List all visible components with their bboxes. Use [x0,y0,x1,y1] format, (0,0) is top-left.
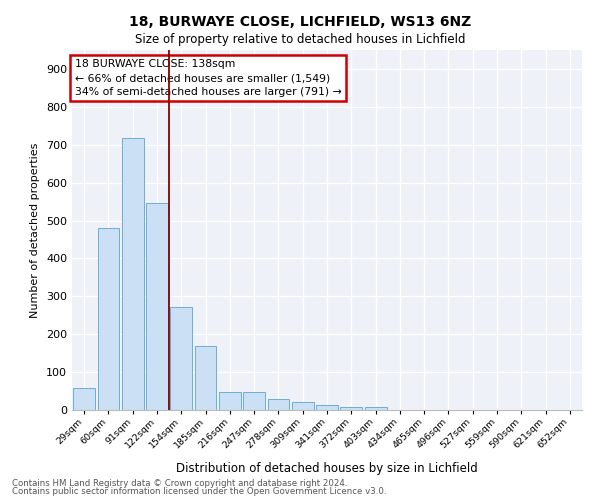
Bar [243,392,265,410]
Text: Size of property relative to detached houses in Lichfield: Size of property relative to detached ho… [135,32,465,46]
Text: 18, BURWAYE CLOSE, LICHFIELD, WS13 6NZ: 18, BURWAYE CLOSE, LICHFIELD, WS13 6NZ [129,15,471,29]
Bar [73,388,95,410]
Bar [97,228,119,410]
Bar [316,404,338,410]
Bar [365,407,386,410]
Text: Contains public sector information licensed under the Open Government Licence v3: Contains public sector information licen… [12,488,386,496]
Text: Contains HM Land Registry data © Crown copyright and database right 2024.: Contains HM Land Registry data © Crown c… [12,478,347,488]
Bar [122,138,143,410]
Y-axis label: Number of detached properties: Number of detached properties [31,142,40,318]
Bar [219,392,241,410]
Bar [268,398,289,410]
X-axis label: Distribution of detached houses by size in Lichfield: Distribution of detached houses by size … [176,462,478,474]
Text: 18 BURWAYE CLOSE: 138sqm
← 66% of detached houses are smaller (1,549)
34% of sem: 18 BURWAYE CLOSE: 138sqm ← 66% of detach… [74,59,341,97]
Bar [292,402,314,410]
Bar [146,204,168,410]
Bar [340,407,362,410]
Bar [194,346,217,410]
Bar [170,307,192,410]
